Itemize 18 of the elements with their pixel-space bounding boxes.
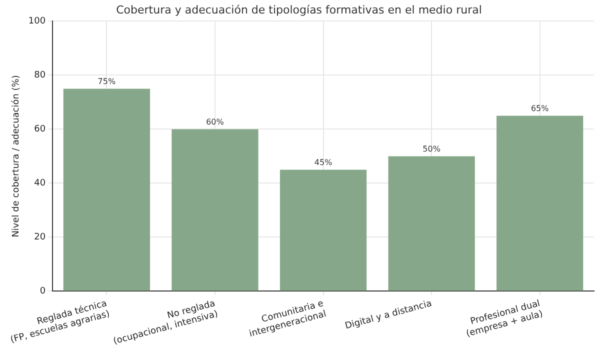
data-label: 75% [98,76,116,86]
data-label: 60% [206,117,224,126]
y-tick-label: 20 [34,232,46,243]
chart-title: Cobertura y adecuación de tipologías formativas en el medio rural [116,3,482,16]
y-axis-title: Nivel de cobertura / adecuación (%) [10,75,22,238]
y-tick-label: 100 [28,16,46,27]
bar [388,156,475,291]
y-tick-label: 40 [34,178,46,189]
y-tick-label: 0 [40,286,46,297]
data-label: 45% [314,158,333,167]
y-tick-label: 60 [34,124,46,135]
bar [496,116,584,291]
y-tick-label: 80 [34,70,46,81]
bar [280,170,367,291]
data-label: 65% [530,104,550,113]
bar [63,88,150,291]
bar [172,129,258,291]
data-label: 50% [422,144,441,154]
